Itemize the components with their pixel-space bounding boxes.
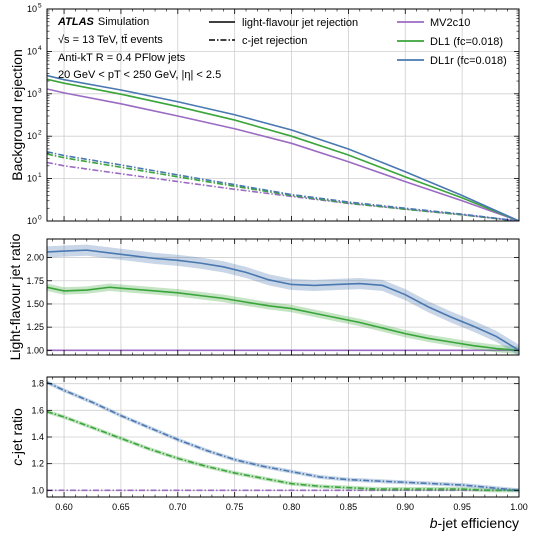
y-axis-label-light-ratio: Light-flavour jet ratio [7,233,23,360]
panel-light-ratio: 1.00 1.25 1.50 1.75 2.00 [26,238,520,356]
series-group [47,380,519,493]
x-tick-label: 0.80 [283,502,301,512]
legend-label-mv2: MV2c10 [430,17,470,29]
y-tick-label-exponent: 3 [38,87,42,94]
x-tick-label: 0.60 [55,502,73,512]
series-band-DL1r [47,244,519,355]
annotation-energy: √s = 13 TeV, tt̄ events [58,34,163,46]
x-tick-label: 0.90 [396,502,414,512]
y-axis-label-c-rest: -jet ratio [9,408,25,459]
legend-label-dl1: DL1 (fc=0.018) [430,36,503,48]
y-tick-label: 1.75 [26,276,44,286]
x-tick-label: 1.00 [510,502,528,512]
series-line-DL1r-c [47,381,519,492]
x-tick-label: 0.85 [340,502,358,512]
y-tick-label-exponent: 0 [38,215,42,222]
y-tick-label: 10 [27,4,37,14]
panel-frame [46,8,520,222]
series-line-DL1r-light [47,74,519,221]
series-group [47,244,519,355]
series-band-DL1 [47,409,519,493]
series-line-DL1-light [47,78,519,221]
y-tick-label: 1.0 [31,485,44,495]
series-band-DL1 [47,283,519,355]
legend: light-flavour jet rejection c-jet rejecti… [209,17,507,67]
y-axis-label-rejection: Background rejection [9,49,25,181]
y-tick-label: 1.4 [31,432,44,442]
panel-frame [46,238,520,356]
y-tick-label: 2.00 [26,253,44,263]
series-line-MV2c10-light [47,88,519,221]
series-line-MV2c10-c [47,161,519,221]
series-line-DL1-c [47,410,519,492]
x-tick-label: 0.70 [169,502,187,512]
panel-c-ratio: 1.0 1.2 1.4 1.6 1.8 [31,376,520,498]
annotation-cuts: 20 GeV < pT < 250 GeV, |η| < 2.5 [58,69,221,81]
series-line-DL1-light [47,286,519,352]
y-tick-label: 10 [27,131,37,141]
x-axis-label-rest: -jet efficiency [438,515,519,531]
legend-label-cjet: c-jet rejection [242,35,307,47]
y-tick-label-exponent: 5 [38,3,42,10]
series-band-DL1r [47,380,519,493]
x-tick-label: 0.65 [112,502,130,512]
simulation-text: Simulation [98,16,149,28]
y-tick-label-exponent: 1 [38,172,42,179]
y-tick-label: 1.25 [26,322,44,332]
y-axis-label-c-italic: c [9,459,25,466]
series-line-DL1r-c [47,150,519,221]
y-tick-label: 1.2 [31,459,44,469]
x-tick-label: 0.75 [226,502,244,512]
y-tick-label: 10 [27,174,37,184]
y-tick-label: 10 [27,46,37,56]
series-line-DL1r-light [47,249,519,352]
x-axis-label-italic: b [430,515,438,531]
annotation-jets: Anti-kT R = 0.4 PFlow jets [58,52,186,64]
y-tick-label: 1.00 [26,345,44,355]
x-axis-label: b-jet efficiency [430,515,519,531]
legend-label-light: light-flavour jet rejection [242,17,358,29]
y-tick-label-exponent: 4 [38,45,42,52]
y-tick-label-exponent: 2 [38,130,42,137]
y-axis-label-c-ratio: c-jet ratio [9,408,25,466]
series-group [47,74,519,221]
y-tick-label: 1.8 [31,379,44,389]
y-tick-label: 1.6 [31,405,44,415]
y-tick-label: 1.50 [26,299,44,309]
y-tick-label: 10 [27,89,37,99]
y-tick-label: 10 [27,216,37,226]
legend-label-dl1r: DL1r (fc=0.018) [430,55,507,67]
atlas-logo-text: ATLAS [57,16,95,28]
x-tick-label: 0.95 [453,502,471,512]
atlas-label: ATLAS Simulation [57,16,149,28]
